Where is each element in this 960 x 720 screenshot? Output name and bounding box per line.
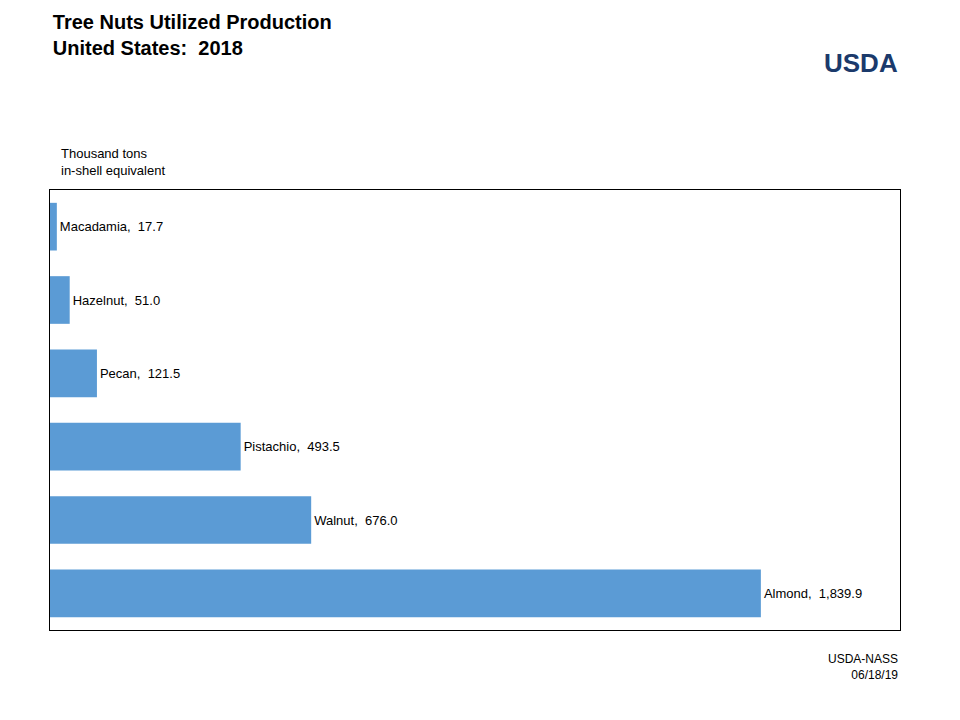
svg-text:USDA: USDA bbox=[824, 48, 898, 78]
svg-text:Thousand tonsin-shell equivale: Thousand tonsin-shell equivalent bbox=[61, 146, 165, 178]
svg-text:Almond, 1,839.9: Almond, 1,839.9 bbox=[764, 586, 862, 601]
svg-text:Walnut, 676.0: Walnut, 676.0 bbox=[314, 513, 397, 528]
svg-text:Tree Nuts Utilized ProductionU: Tree Nuts Utilized ProductionUnited Stat… bbox=[53, 11, 332, 59]
svg-text:Pistachio, 493.5: Pistachio, 493.5 bbox=[244, 439, 340, 454]
svg-text:USDA-NASS06/18/19: USDA-NASS06/18/19 bbox=[828, 652, 898, 682]
svg-text:Macadamia, 17.7: Macadamia, 17.7 bbox=[60, 219, 163, 234]
svg-text:Hazelnut, 51.0: Hazelnut, 51.0 bbox=[73, 293, 160, 308]
svg-text:Pecan, 121.5: Pecan, 121.5 bbox=[100, 366, 180, 381]
